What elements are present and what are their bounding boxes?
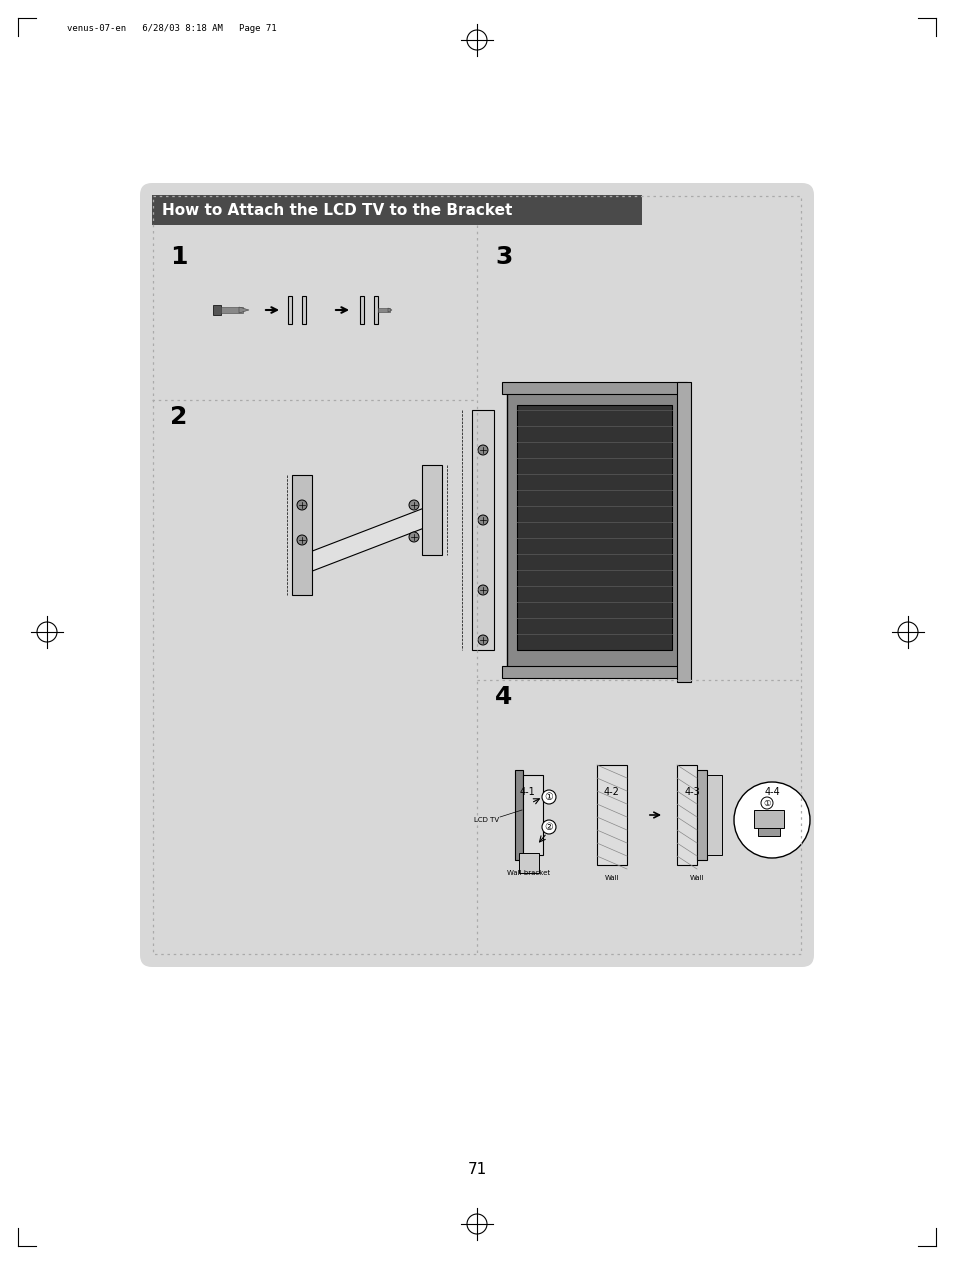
Text: 1: 1 — [170, 245, 188, 269]
Bar — [288, 296, 292, 324]
Bar — [597, 765, 626, 865]
Text: ①: ① — [762, 799, 770, 808]
Circle shape — [409, 532, 418, 542]
Text: 71: 71 — [467, 1163, 486, 1178]
Bar — [221, 307, 243, 313]
Circle shape — [296, 535, 307, 545]
Bar — [472, 410, 494, 650]
Polygon shape — [239, 307, 249, 313]
Circle shape — [477, 635, 488, 645]
Polygon shape — [388, 308, 392, 312]
Bar — [501, 666, 686, 678]
Text: ②: ② — [544, 822, 553, 832]
Polygon shape — [302, 506, 432, 575]
Text: venus-07-en   6/28/03 8:18 AM   Page 71: venus-07-en 6/28/03 8:18 AM Page 71 — [67, 24, 276, 33]
Bar — [359, 296, 364, 324]
Circle shape — [760, 798, 772, 809]
Text: ①: ① — [544, 793, 553, 801]
Text: Wall: Wall — [689, 875, 703, 881]
Bar — [377, 308, 390, 312]
Text: 4: 4 — [495, 685, 512, 709]
Bar — [522, 775, 542, 854]
Bar — [515, 770, 522, 860]
Polygon shape — [421, 465, 441, 555]
Bar — [506, 391, 681, 670]
Text: How to Attach the LCD TV to the Bracket: How to Attach the LCD TV to the Bracket — [162, 202, 512, 217]
Circle shape — [296, 501, 307, 509]
Text: LCD TV: LCD TV — [474, 817, 498, 823]
Bar — [518, 853, 538, 873]
Circle shape — [733, 782, 809, 858]
Text: 4-3: 4-3 — [683, 787, 700, 798]
Bar — [677, 765, 697, 865]
Circle shape — [541, 790, 556, 804]
Bar — [302, 296, 306, 324]
Text: 3: 3 — [495, 245, 512, 269]
Circle shape — [409, 501, 418, 509]
Text: 2: 2 — [170, 404, 187, 428]
Text: Wall: Wall — [604, 875, 618, 881]
FancyBboxPatch shape — [140, 183, 813, 967]
Circle shape — [477, 445, 488, 455]
Bar — [517, 404, 671, 650]
Text: 4-4: 4-4 — [763, 787, 779, 798]
Circle shape — [477, 585, 488, 595]
Bar — [501, 382, 686, 394]
Text: Wall bracket: Wall bracket — [507, 870, 550, 876]
Bar — [677, 382, 690, 683]
Polygon shape — [292, 475, 312, 595]
Circle shape — [477, 514, 488, 525]
Bar — [213, 305, 221, 315]
Bar — [753, 810, 783, 828]
Bar — [374, 296, 377, 324]
Bar — [758, 828, 780, 836]
Bar — [152, 195, 641, 225]
Bar — [706, 775, 721, 854]
Bar — [697, 770, 706, 860]
Circle shape — [541, 820, 556, 834]
Text: 4-2: 4-2 — [603, 787, 619, 798]
Text: 4-1: 4-1 — [518, 787, 535, 798]
